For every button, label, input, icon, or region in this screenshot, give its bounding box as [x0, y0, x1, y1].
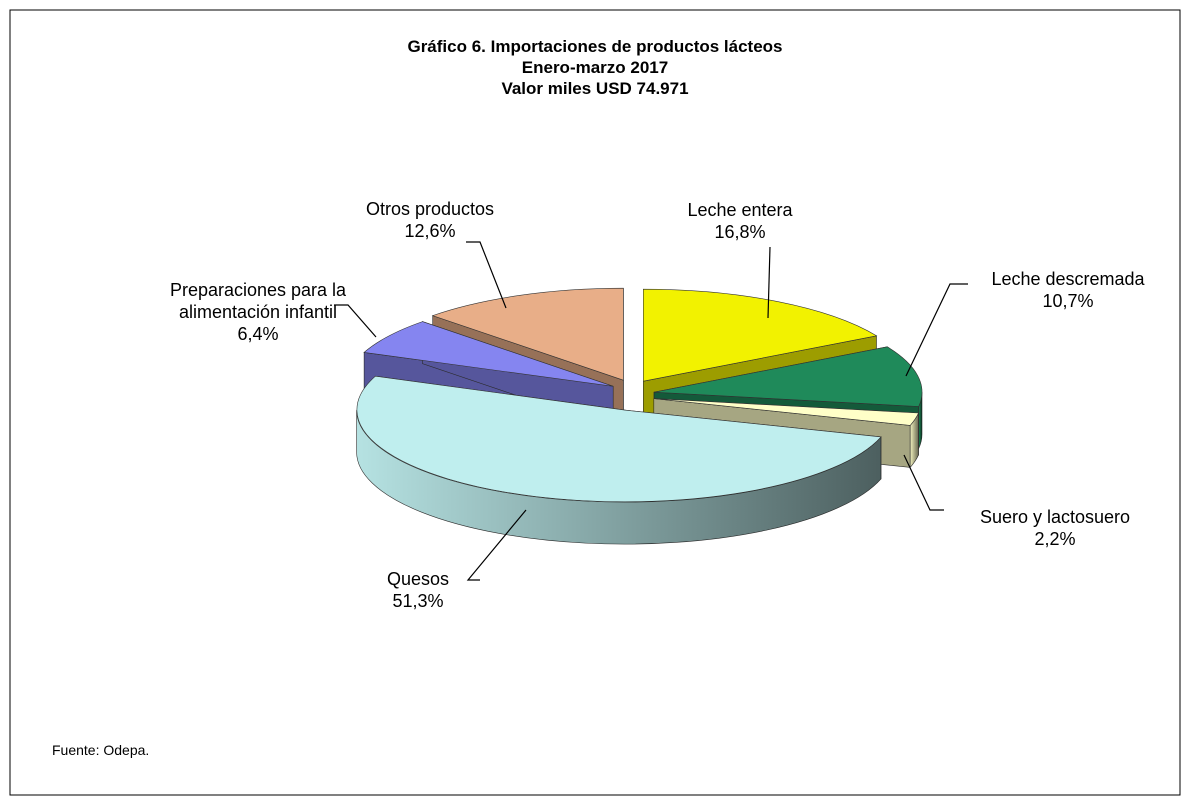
leader-line — [903, 454, 944, 511]
leader-line — [905, 283, 968, 377]
leader-line — [334, 304, 377, 338]
leader-line — [767, 246, 771, 319]
slice — [356, 375, 882, 503]
slice — [643, 288, 878, 382]
slice-label: Otros productos 12,6% — [320, 198, 540, 242]
slice — [431, 287, 624, 381]
slice — [363, 321, 614, 387]
category-label: Otros productos — [365, 199, 495, 219]
source-note: Fuente: Odepa. — [52, 742, 150, 758]
category-label: Leche entera — [687, 200, 793, 220]
leader-line — [466, 241, 507, 309]
category-label: Leche descremada — [991, 269, 1145, 289]
category-label: Suero y lactosuero — [979, 507, 1131, 527]
slice-side-shade — [910, 413, 919, 468]
chart-subtitle: Enero-marzo 2017 — [521, 58, 669, 77]
slice — [653, 398, 919, 426]
slice-label: Leche entera 16,8% — [610, 199, 870, 243]
slice-label: Quesos 51,3% — [318, 568, 518, 612]
category-label: Quesos — [386, 569, 450, 589]
slice-label: Preparaciones para la alimentación infan… — [166, 279, 351, 345]
value-label: 16,8% — [714, 222, 766, 242]
slice-side-shade — [356, 410, 881, 545]
value-label: 10,7% — [1042, 291, 1094, 311]
slice-label: Leche descremada 10,7% — [938, 268, 1190, 312]
chart-title: Gráfico 6. Importaciones de productos lá… — [407, 37, 783, 56]
value-label: 12,6% — [404, 221, 456, 241]
slice-label: Suero y lactosuero 2,2% — [925, 506, 1185, 550]
slice-side-shade — [918, 392, 922, 449]
value-label: 51,3% — [392, 591, 444, 611]
category-label: Preparaciones para la alimentación infan… — [169, 280, 347, 322]
slice — [653, 346, 923, 407]
pie — [356, 287, 923, 545]
value-label: 2,2% — [1034, 529, 1076, 549]
leader-line — [466, 509, 527, 581]
frame — [9, 9, 1181, 796]
chart-subtitle: Valor miles USD 74.971 — [501, 79, 689, 98]
value-label: 6,4% — [237, 324, 279, 344]
